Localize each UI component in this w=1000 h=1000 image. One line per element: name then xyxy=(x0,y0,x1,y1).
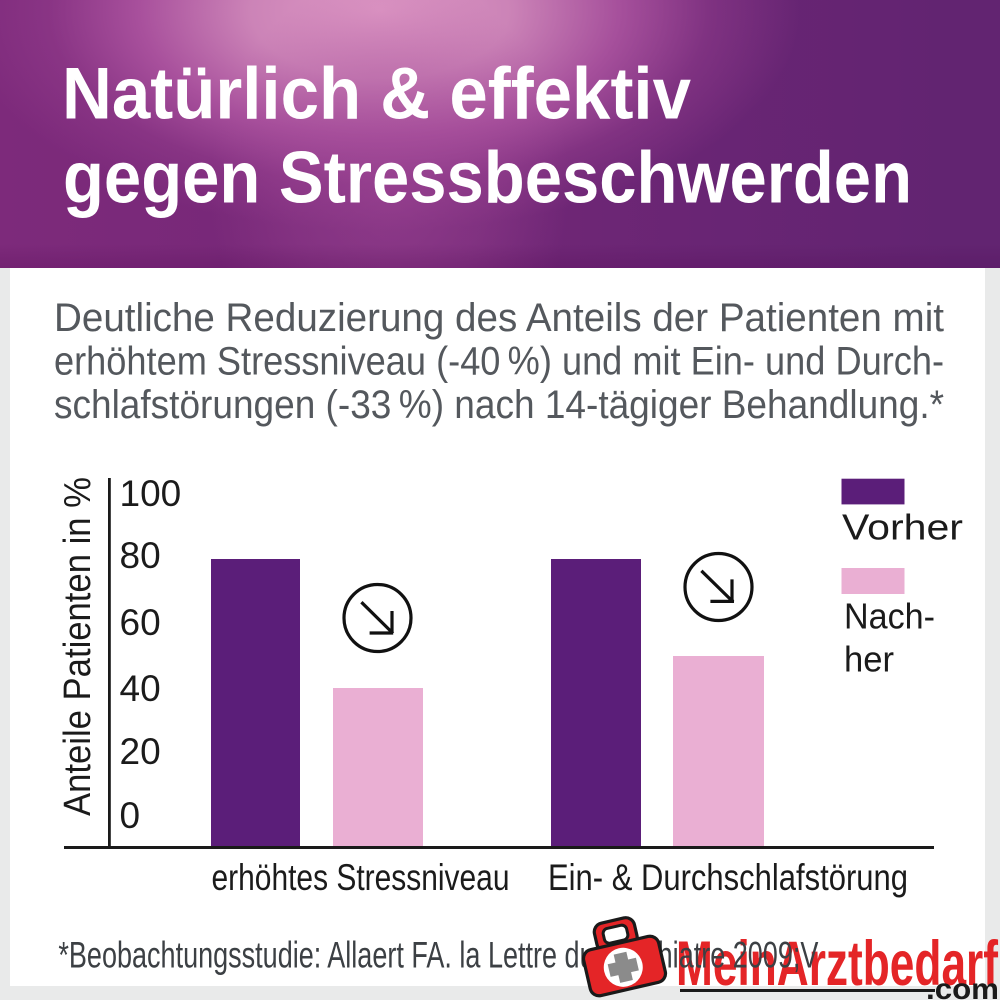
svg-text:erhöhtes Stressniveau: erhöhtes Stressniveau xyxy=(212,857,510,898)
svg-text:Vorher: Vorher xyxy=(842,507,963,548)
svg-text:Ein- & Durchschlafstörung: Ein- & Durchschlafstörung xyxy=(548,857,908,898)
svg-text:gegen Stressbeschwerden: gegen Stressbeschwerden xyxy=(63,138,912,219)
svg-text:60: 60 xyxy=(120,602,161,643)
svg-text:MeinArztbedarf: MeinArztbedarf xyxy=(676,929,999,999)
svg-text:*Beobachtungsstudie: Allaert F: *Beobachtungsstudie: Allaert FA. la Lett… xyxy=(58,935,818,976)
svg-text:Deutliche Reduzierung des Ante: Deutliche Reduzierung des Anteils der Pa… xyxy=(54,296,944,340)
svg-text:Nach-: Nach- xyxy=(844,596,935,637)
svg-text:20: 20 xyxy=(120,731,161,772)
svg-text:80: 80 xyxy=(120,535,161,576)
svg-text:.com: .com xyxy=(926,973,999,1000)
svg-text:her: her xyxy=(844,639,894,680)
svg-text:schlafstörungen (-33 %) nach 1: schlafstörungen (-33 %) nach 14-tägiger … xyxy=(54,383,944,427)
svg-text:100: 100 xyxy=(120,473,182,514)
svg-text:40: 40 xyxy=(120,668,161,709)
svg-text:Natürlich & effektiv: Natürlich & effektiv xyxy=(62,54,691,135)
svg-text:erhöhtem Stressniveau (-40 %): erhöhtem Stressniveau (-40 %) und mit Ei… xyxy=(54,340,944,384)
svg-text:Anteile Patienten in %: Anteile Patienten in % xyxy=(57,477,99,816)
svg-text:0: 0 xyxy=(120,795,141,836)
